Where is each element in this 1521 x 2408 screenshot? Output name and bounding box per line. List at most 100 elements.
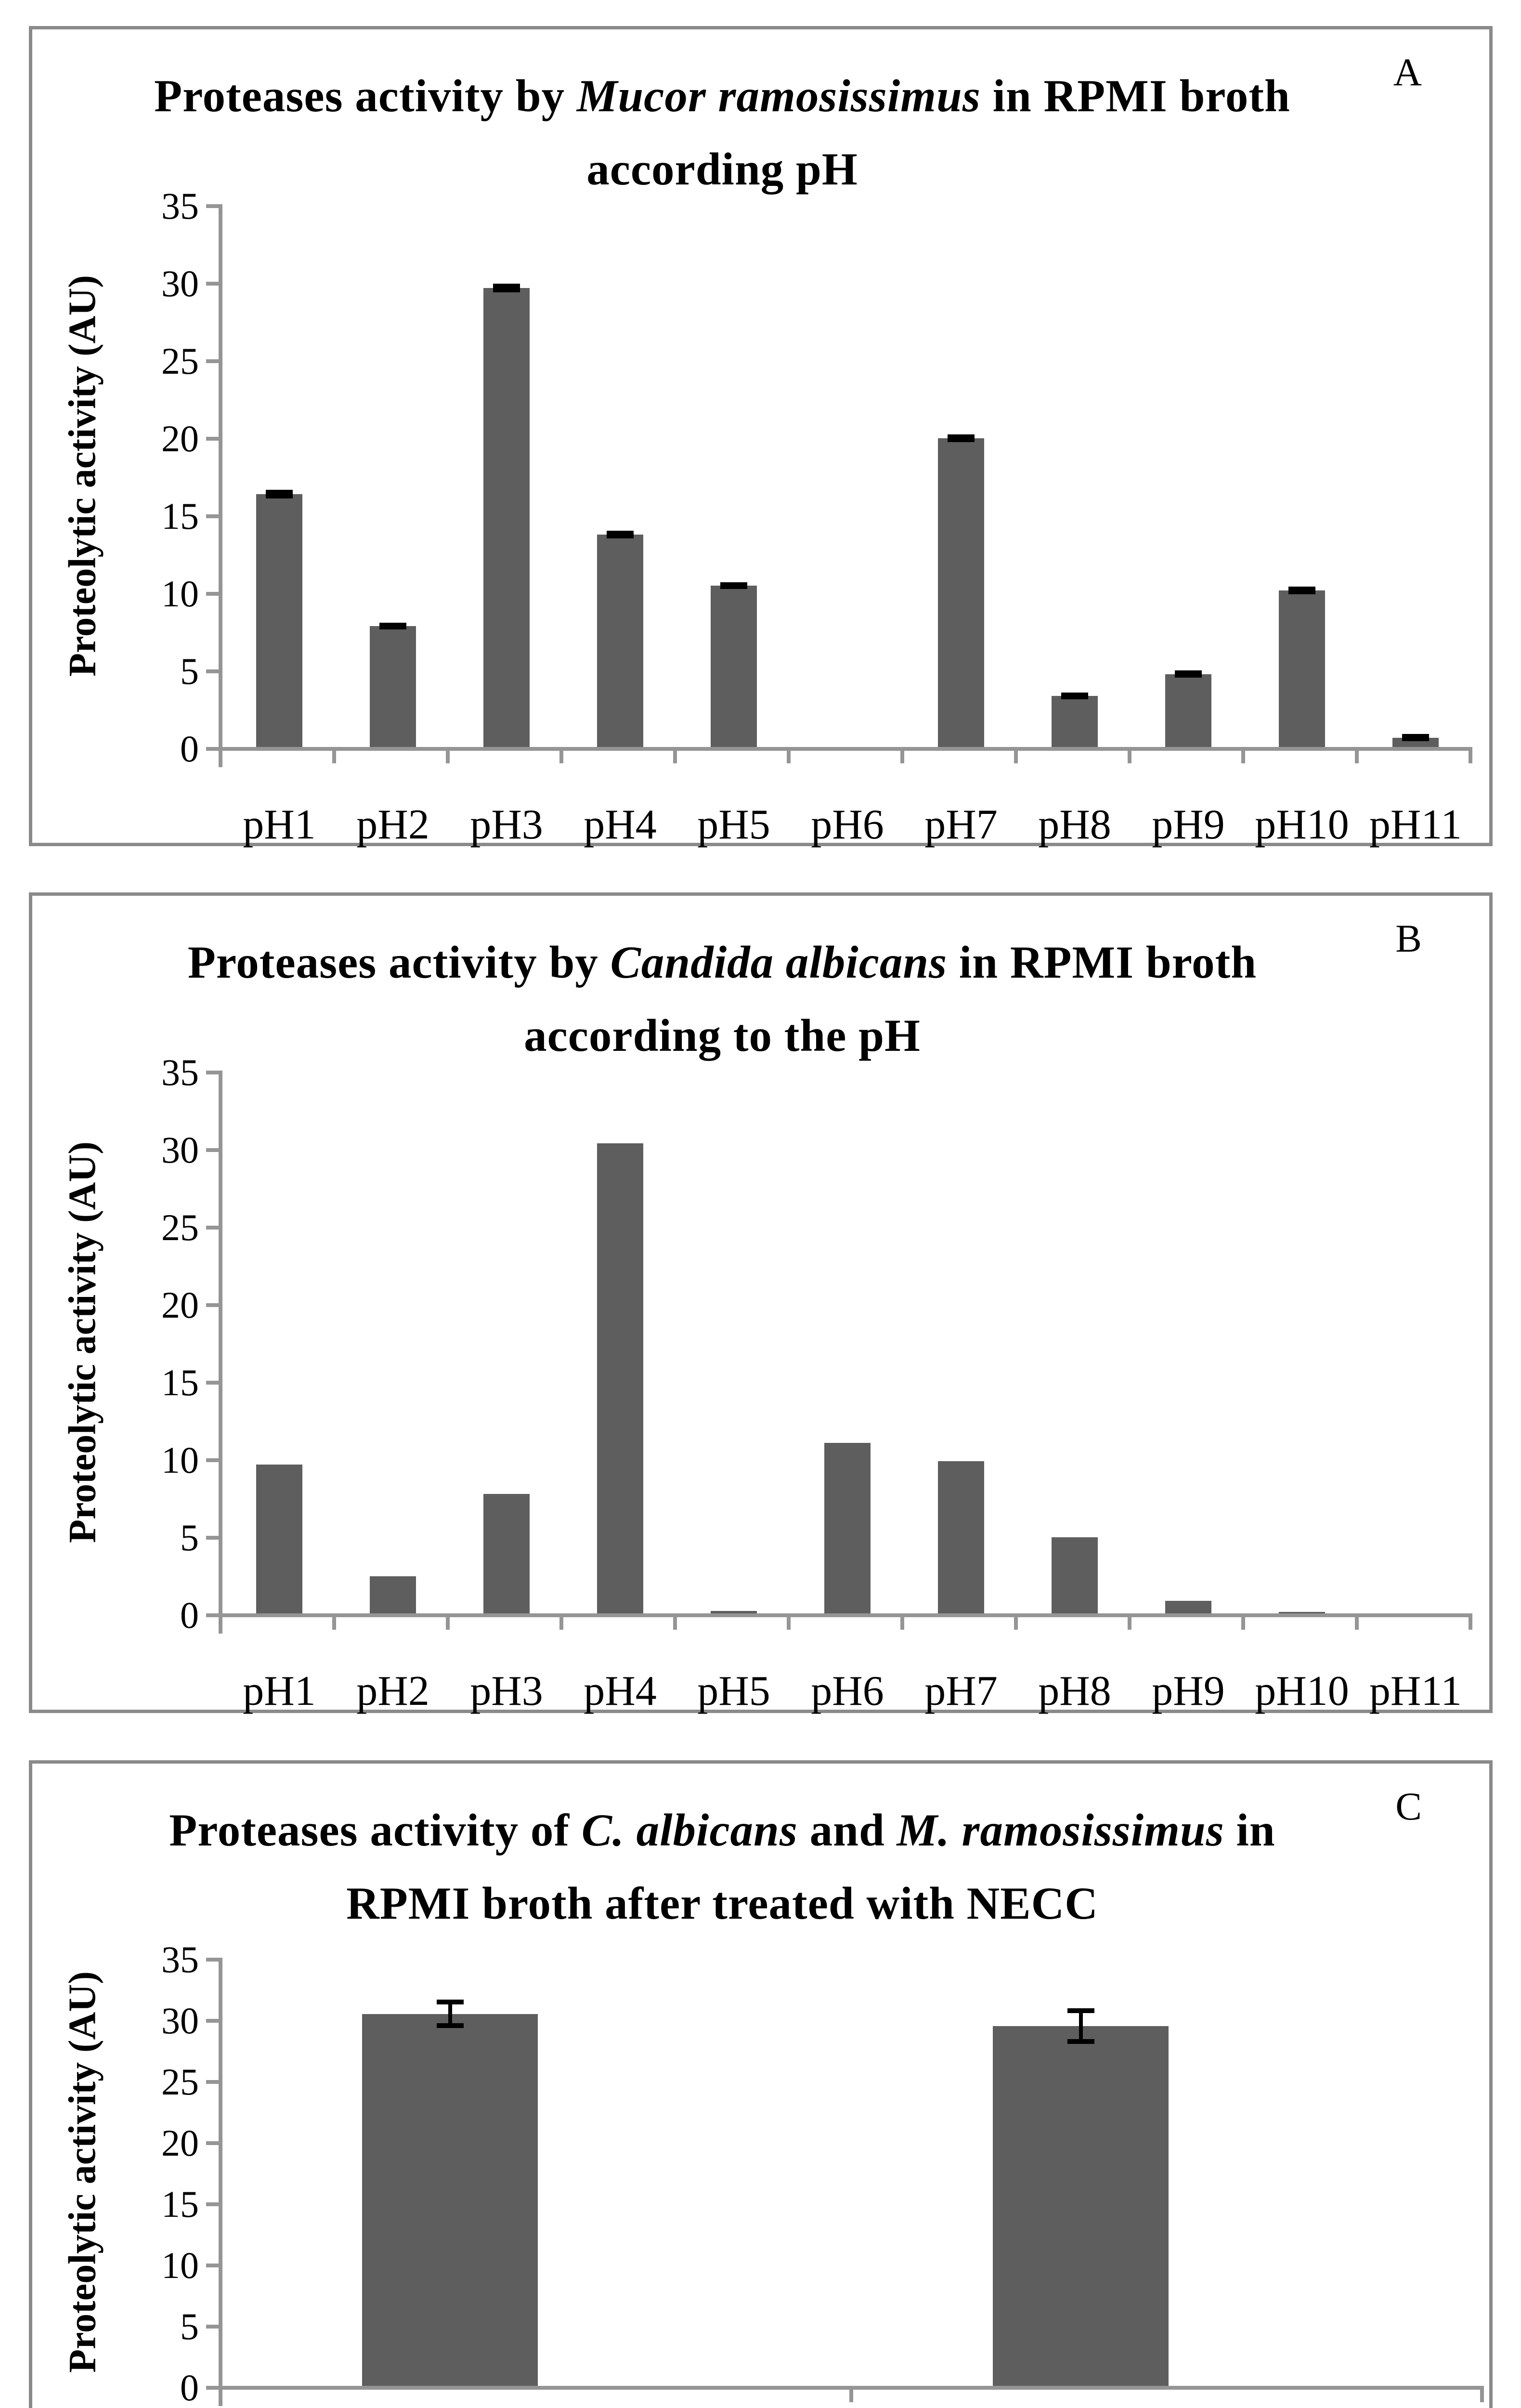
x-category-label: pH8 [1038, 801, 1111, 848]
panel-label-a: A [1393, 50, 1422, 94]
x-category-label: pH10 [1255, 1668, 1349, 1714]
x-category-label: pH11 [1369, 1668, 1462, 1714]
y-tick-mark [206, 282, 219, 286]
title-text: Proteases activity of [169, 1805, 582, 1856]
chart-title-c: Proteases activity of C. albicans and M.… [100, 1793, 1345, 1940]
x-tick-mark [332, 751, 336, 763]
y-tick-label: 20 [161, 2122, 199, 2164]
title-text: according pH [586, 144, 858, 195]
y-tick-label: 35 [161, 185, 199, 227]
x-tick-mark [446, 751, 450, 763]
title-species-italic: Candida albicans [610, 937, 948, 988]
y-tick-mark [206, 592, 219, 596]
error-bar-cap-top [266, 490, 293, 495]
x-tick-mark [1480, 2390, 1484, 2402]
bar [483, 288, 530, 747]
plot-area-c: 0 5 10 15 20 25 30 35 C. albicans M. ramosissimus… [32, 1764, 1489, 2408]
error-bar-cap-top [1288, 586, 1315, 591]
x-category-label: pH5 [697, 801, 770, 848]
y-tick-mark [206, 2019, 219, 2023]
x-category-label: pH6 [811, 1668, 884, 1714]
y-tick-label: 20 [161, 418, 199, 459]
y-tick-label: 30 [161, 1129, 199, 1171]
bar [1165, 1601, 1211, 1613]
bar [483, 1494, 530, 1613]
x-tick-mark [1241, 1617, 1245, 1630]
x-tick-mark [559, 1617, 563, 1630]
y-tick-mark [206, 2264, 219, 2267]
title-species-italic: Mucor ramosissimus [576, 70, 981, 121]
bar [1279, 590, 1325, 747]
error-bar-cap-top [493, 284, 520, 289]
y-tick-label: 30 [161, 262, 199, 304]
y-tick-label: 5 [180, 650, 199, 692]
x-tick-mark [219, 751, 222, 763]
x-category-label: pH2 [356, 801, 429, 848]
bar [256, 494, 302, 747]
chart-title-line: according pH [100, 132, 1345, 206]
y-tick-label: 25 [161, 1206, 199, 1248]
y-tick-mark [206, 204, 219, 208]
panel-c: C Proteases activity of C. albicans and … [29, 1760, 1493, 2408]
x-category-label: pH3 [470, 801, 543, 848]
x-category-label: pH10 [1255, 801, 1349, 848]
bar [938, 438, 984, 747]
x-tick-mark [849, 2390, 853, 2402]
x-category-label: pH7 [924, 1668, 998, 1714]
y-tick-mark [206, 669, 219, 673]
x-category-label: pH3 [470, 1668, 543, 1714]
x-category-label: pH1 [243, 801, 316, 848]
chart-title-b: Proteases activity by Candida albicans i… [100, 926, 1345, 1072]
y-tick-label: 35 [161, 1051, 199, 1093]
y-tick-label: 0 [180, 1594, 199, 1636]
y-tick-label: 15 [161, 2183, 199, 2225]
title-text: Proteases activity by [187, 937, 611, 988]
y-tick-mark [206, 2202, 219, 2206]
x-category-label: pH1 [243, 1668, 316, 1714]
x-category-label: pH4 [584, 1668, 657, 1714]
chart-title-line: Proteases activity by Candida albicans i… [100, 926, 1345, 999]
x-category-label: pH6 [811, 801, 884, 848]
x-category-label: pH7 [924, 801, 998, 848]
bar [1052, 1537, 1098, 1613]
y-tick-label: 0 [180, 728, 199, 770]
y-tick-mark [206, 1958, 219, 1962]
panel-a: A Proteases activity by Mucor ramosissim… [29, 26, 1493, 848]
error-bar-cap-bottom [1175, 672, 1202, 678]
error-bar-cap-bottom [1067, 2039, 1094, 2044]
x-category-label: pH11 [1369, 801, 1462, 848]
y-tick-label: 25 [161, 2061, 199, 2103]
y-tick-label: 10 [161, 1439, 199, 1481]
x-axis-line [219, 2386, 1484, 2390]
error-bar-cap-bottom [1288, 589, 1315, 594]
error-bar-cap-bottom [1402, 736, 1429, 741]
bar [993, 2026, 1169, 2386]
x-tick-mark [1355, 751, 1359, 763]
x-tick-mark [673, 751, 677, 763]
y-tick-mark [206, 1613, 219, 1617]
x-tick-mark [900, 1617, 904, 1630]
title-text: in RPMI broth [980, 70, 1290, 121]
error-bar-cap-bottom [607, 533, 634, 538]
error-bar-cap-top [948, 434, 975, 440]
y-tick-label: 5 [180, 2305, 199, 2347]
y-tick-label: 0 [180, 2367, 199, 2408]
y-tick-mark [206, 2141, 219, 2145]
y-tick-label: 15 [161, 495, 199, 537]
y-tick-label: 20 [161, 1284, 199, 1326]
x-tick-mark [1128, 751, 1131, 763]
y-tick-mark [206, 1226, 219, 1230]
chart-title-a: Proteases activity by Mucor ramosissimus… [100, 59, 1345, 206]
x-tick-mark [1469, 1617, 1472, 1630]
x-tick-mark [1355, 1617, 1359, 1630]
bar [370, 626, 416, 747]
x-tick-mark [559, 751, 563, 763]
y-tick-mark [206, 1303, 219, 1307]
plot-area-a: 0 5 10 15 20 25 30 35 pH1 pH2 pH3 pH4 pH5 pH6 pH7 pH8 pH… [32, 29, 1489, 848]
y-tick-label: 35 [161, 1938, 199, 1980]
bar [597, 1143, 643, 1613]
y-tick-label: 30 [161, 2000, 199, 2042]
x-tick-mark [787, 751, 791, 763]
x-tick-mark [332, 1617, 336, 1630]
